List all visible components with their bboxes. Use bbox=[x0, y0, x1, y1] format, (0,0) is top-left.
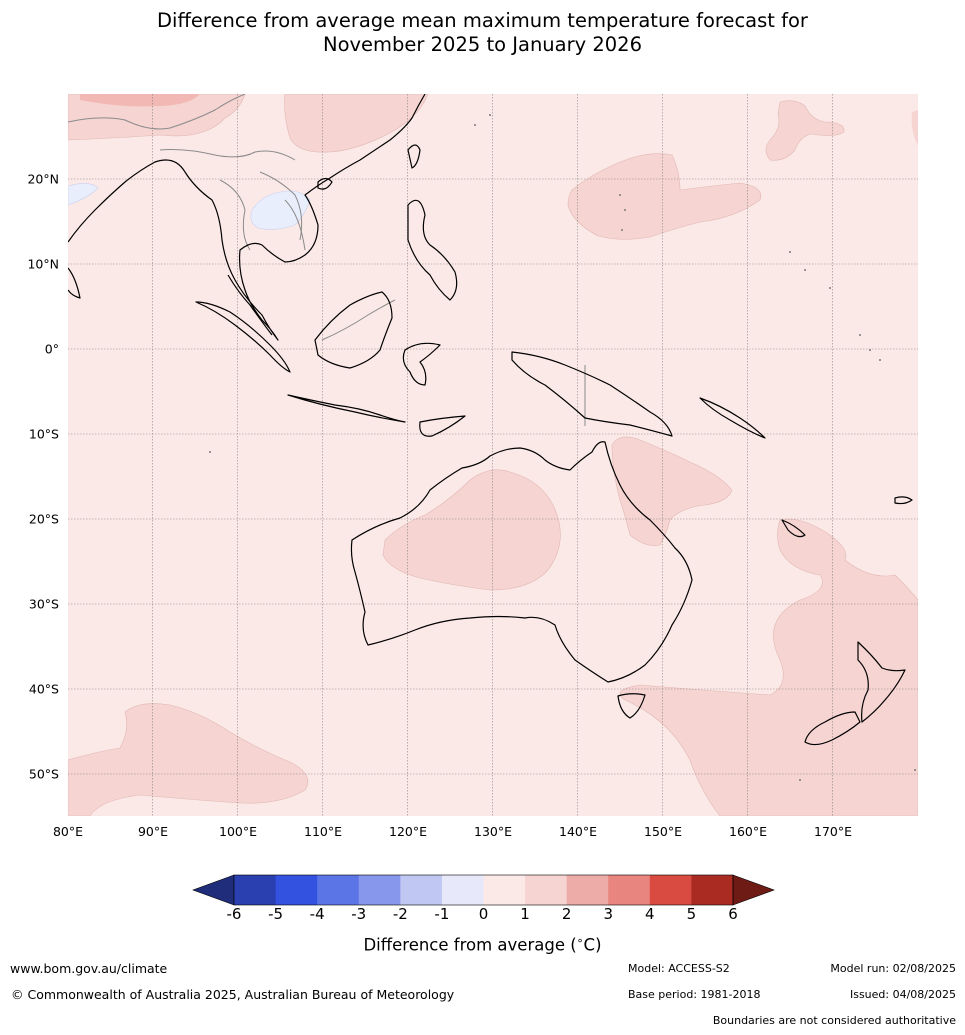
coast-australia bbox=[350, 441, 693, 683]
lon-label-110e: 110°E bbox=[303, 824, 343, 839]
model-run-date: Model run: 02/08/2025 bbox=[830, 962, 956, 975]
lon-label-170e: 170°E bbox=[813, 824, 853, 839]
colorbar-segment bbox=[483, 875, 526, 905]
coast-borneo bbox=[314, 291, 393, 369]
colorbar-segment bbox=[275, 875, 318, 905]
colorbar-arrow-max bbox=[732, 874, 775, 906]
cool-patch-mainland-se-asia bbox=[250, 190, 311, 230]
lon-label-80e: 80°E bbox=[52, 824, 84, 839]
national-boundaries bbox=[68, 94, 586, 426]
colorbar-tick-label: -4 bbox=[309, 905, 325, 923]
lat-label-10s: 10°S bbox=[28, 426, 59, 442]
copyright-text: © Commonwealth of Australia 2025, Austra… bbox=[11, 987, 455, 1002]
coast-asia-mainland bbox=[68, 94, 426, 341]
title-line-2: November 2025 to January 2026 bbox=[323, 33, 642, 56]
coast-nz-south bbox=[804, 711, 861, 746]
coast-india-tip bbox=[68, 267, 81, 299]
colorbar-segment bbox=[608, 875, 651, 905]
colorbar-label-text: Difference from average ( bbox=[363, 935, 577, 955]
anomaly-patch-western-australia bbox=[382, 469, 561, 591]
colorbar-tick-label: 5 bbox=[686, 905, 697, 923]
anomaly-patch-southern-ocean bbox=[68, 703, 309, 816]
colorbar-tick-label: 4 bbox=[645, 905, 655, 923]
anomaly-patch-pacific-north bbox=[567, 153, 762, 240]
colorbar bbox=[192, 874, 775, 906]
colorbar-label-degree: ∘ bbox=[576, 934, 584, 947]
lat-label-20n: 20°N bbox=[27, 171, 59, 187]
coast-sumatra bbox=[195, 301, 291, 373]
colorbar-segment bbox=[525, 875, 568, 905]
colorbar-segment bbox=[358, 875, 401, 905]
website-link[interactable]: www.bom.gov.au/climate bbox=[10, 961, 168, 976]
lat-label-40s: 40°S bbox=[28, 681, 59, 697]
colorbar-segment bbox=[234, 875, 277, 905]
colorbar-tick-label: -5 bbox=[268, 905, 284, 923]
colorbar-segment bbox=[441, 875, 484, 905]
lon-label-140e: 140°E bbox=[558, 824, 598, 839]
coast-timor bbox=[419, 415, 466, 437]
colorbar-label-unit: C) bbox=[583, 935, 602, 955]
coast-tasmania bbox=[617, 693, 646, 719]
colorbar-tick-label: -6 bbox=[226, 905, 242, 923]
colorbar-tick-label: 2 bbox=[561, 905, 572, 923]
coast-new-guinea bbox=[511, 351, 673, 437]
colorbar-arrow-min bbox=[192, 874, 235, 906]
anomaly-patch-far-northeast bbox=[765, 100, 845, 161]
lon-label-120e: 120°E bbox=[388, 824, 428, 839]
lat-label-30s: 30°S bbox=[28, 596, 59, 612]
coast-taiwan bbox=[407, 144, 421, 169]
boundaries-disclaimer: Boundaries are not considered authoritat… bbox=[712, 1014, 956, 1027]
anomaly-patch-strong-north bbox=[80, 94, 200, 107]
coast-hainan bbox=[317, 177, 333, 190]
colorbar-segment bbox=[649, 875, 692, 905]
colorbar-tick-label: -3 bbox=[351, 905, 367, 923]
chart-title: Difference from average mean maximum tem… bbox=[0, 9, 965, 57]
lat-label-10n: 10°N bbox=[27, 256, 59, 272]
colorbar-segment bbox=[691, 875, 734, 905]
lat-label-0: 0° bbox=[44, 341, 59, 357]
colorbar-segment bbox=[566, 875, 609, 905]
lat-label-20s: 20°S bbox=[28, 511, 59, 527]
coast-philippines bbox=[407, 199, 458, 301]
lon-label-100e: 100°E bbox=[218, 824, 258, 839]
colorbar-segment bbox=[317, 875, 360, 905]
lat-label-50s: 50°S bbox=[28, 766, 59, 782]
coast-new-caledonia bbox=[781, 519, 806, 538]
coast-fiji bbox=[894, 496, 913, 505]
lon-label-150e: 150°E bbox=[643, 824, 683, 839]
lon-label-90e: 90°E bbox=[137, 824, 169, 839]
colorbar-tick-label: 6 bbox=[728, 905, 738, 923]
lon-label-130e: 130°E bbox=[473, 824, 513, 839]
anomaly-patch-edge-east bbox=[911, 110, 918, 146]
colorbar-outline bbox=[233, 874, 734, 906]
colorbar-tick-label: -2 bbox=[392, 905, 408, 923]
colorbar-tick-label: 3 bbox=[603, 905, 614, 923]
anomaly-patch-tasman bbox=[619, 518, 918, 816]
base-period: Base period: 1981-2018 bbox=[628, 988, 761, 1001]
cool-patch-india bbox=[68, 183, 99, 206]
lon-label-160e: 160°E bbox=[728, 824, 768, 839]
coast-java bbox=[287, 394, 406, 423]
coast-malay-peninsula bbox=[227, 274, 273, 336]
colorbar-tick-label: -1 bbox=[434, 905, 450, 923]
coast-nz-north bbox=[857, 641, 906, 723]
colorbar-label: Difference from average (∘C) bbox=[0, 934, 965, 955]
colorbar-segment bbox=[400, 875, 443, 905]
colorbar-tick-label: 0 bbox=[478, 905, 489, 923]
anomaly-patch-coral-sea bbox=[611, 436, 733, 546]
anomaly-patch-north-china bbox=[68, 94, 246, 141]
colorbar-tick-label: 1 bbox=[520, 905, 530, 923]
coast-sulawesi bbox=[402, 342, 441, 386]
title-line-1: Difference from average mean maximum tem… bbox=[157, 9, 808, 32]
model-name: Model: ACCESS-S2 bbox=[628, 962, 730, 975]
small-islands bbox=[209, 114, 916, 781]
coast-solomons bbox=[699, 397, 766, 439]
graticule bbox=[68, 94, 918, 816]
issued-date: Issued: 04/08/2025 bbox=[849, 988, 956, 1001]
coastlines bbox=[68, 94, 913, 746]
